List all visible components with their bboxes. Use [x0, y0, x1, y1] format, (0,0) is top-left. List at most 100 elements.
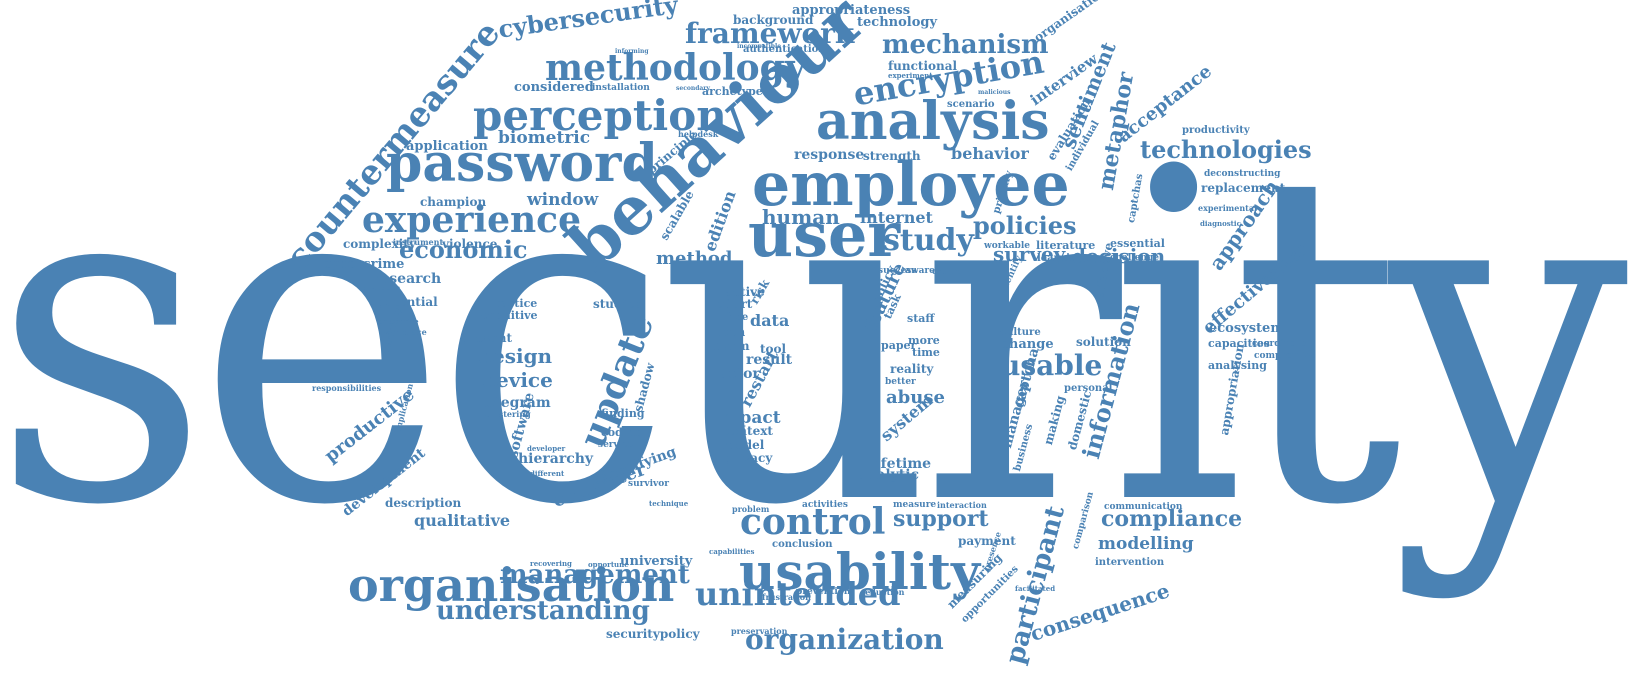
cloud-word: considered	[514, 80, 594, 95]
cloud-word: qualitative	[414, 511, 511, 530]
cloud-word: personal	[1064, 383, 1113, 394]
cloud-word: developer	[527, 444, 566, 453]
cloud-word: potential	[377, 295, 438, 309]
cloud-word: essential	[1110, 237, 1165, 250]
cloud-word: window	[527, 190, 599, 210]
cloud-word: analysing	[1208, 359, 1267, 372]
cloud-word: capacities	[1208, 337, 1270, 350]
cloud-word: present	[461, 331, 513, 345]
cloud-word: tool	[760, 342, 787, 356]
cloud-word: university	[620, 554, 693, 569]
cloud-word: change	[1001, 337, 1054, 352]
cloud-word: factor	[713, 366, 760, 382]
cloud-word: deconstructing	[1204, 169, 1281, 179]
cloud-word: studies	[593, 297, 642, 311]
cloud-word: compromise	[1254, 351, 1316, 361]
cloud-word: organisational	[1031, 0, 1120, 45]
cloud-word: reduction	[861, 587, 905, 597]
cloud-word: survivor	[628, 479, 669, 489]
cloud-word: secondary	[676, 85, 710, 92]
cloud-word: paper	[881, 339, 917, 352]
cloud-word: complexity	[343, 237, 416, 251]
cloud-word: organisation	[348, 558, 675, 612]
cloud-word: time	[912, 346, 940, 359]
cloud-word: more	[908, 334, 940, 347]
cloud-word: securitypolicy	[606, 627, 700, 641]
cloud-word: productivity	[1182, 125, 1250, 136]
cloud-word: human	[762, 205, 840, 229]
cloud-word: incompatible	[737, 43, 782, 50]
cloud-word: biometric	[498, 128, 591, 148]
cloud-word: workable	[984, 241, 1030, 251]
cloud-word: active	[725, 285, 765, 299]
cloud-word: facilitated	[1015, 584, 1056, 593]
cloud-word: cognitive	[481, 309, 538, 322]
cloud-word: lifetime	[870, 456, 932, 472]
cloud-word: methodology	[545, 47, 806, 89]
cloud-word: different	[530, 469, 565, 478]
cloud-word: framework	[685, 17, 855, 50]
cloud-word: clustering	[485, 409, 531, 419]
cloud-word: understanding	[436, 596, 650, 626]
cloud-word: conclusion	[772, 539, 833, 550]
cloud-word: intervention	[1095, 557, 1165, 568]
cloud-word: tech	[716, 325, 746, 339]
cloud-word: scenario	[947, 99, 995, 110]
cloud-word: practice	[487, 297, 538, 310]
cloud-word: violence	[442, 237, 498, 251]
cloud-word: study	[883, 223, 974, 258]
cloud-word: background	[733, 13, 814, 27]
cloud-word: recovering	[530, 559, 572, 568]
cloud-word: authentication	[743, 44, 826, 55]
cloud-word: context	[723, 424, 773, 438]
cloud-word: usable	[1000, 349, 1103, 382]
cloud-word: description	[385, 496, 462, 510]
cloud-word: analysis	[816, 91, 1050, 152]
cloud-word: technology	[857, 15, 938, 30]
cloud-word: employee	[752, 150, 1070, 220]
cloud-word: learning	[1037, 253, 1085, 264]
cloud-word: archetype	[702, 85, 763, 98]
cloud-word: abuse	[886, 387, 945, 408]
cloud-word: research	[373, 271, 442, 287]
cloud-word: reality	[890, 362, 934, 376]
cloud-word: coordinate	[1252, 339, 1307, 349]
cloud-word: literature	[1036, 239, 1096, 252]
cloud-word: adaptation	[364, 285, 401, 292]
cloud-word: preservation	[731, 626, 788, 636]
cloud-word: prevention	[796, 587, 851, 597]
cloud-word: helpdesk	[678, 129, 719, 139]
cloud-word: modelling	[1098, 534, 1194, 554]
cloud-word: harm	[714, 339, 750, 353]
cloud-word: interaction	[937, 500, 987, 510]
cloud-word: control	[740, 501, 886, 543]
cloud-word: unintended	[695, 575, 901, 613]
cloud-word: strength	[863, 149, 921, 163]
cloud-word: replacement	[1201, 181, 1286, 195]
cloud-word: telegram	[480, 395, 551, 411]
cloud-word: support	[893, 506, 989, 532]
cloud-word: behavior	[951, 144, 1029, 163]
cloud-word: capabilities	[709, 547, 755, 556]
cloud-word: solution	[1076, 335, 1131, 349]
cloud-word: experimental	[1198, 203, 1258, 213]
cloud-word: effort	[715, 297, 753, 311]
cloud-word: workplace	[381, 327, 427, 337]
cloud-word: measure	[893, 500, 937, 510]
cloud-word: privacy	[724, 451, 773, 465]
cloud-word: hierarchy	[518, 451, 594, 467]
cloud-word: cybercrime	[323, 257, 405, 272]
cloud-word: installation	[592, 83, 650, 93]
cloud-word: impact	[715, 408, 781, 428]
cloud-word: mechanism	[882, 30, 1049, 60]
cloud-word: appropriateness	[792, 3, 911, 18]
cloud-word: perception	[473, 91, 727, 140]
cloud-word: diagnostic	[1200, 219, 1241, 228]
cloud-word: technique	[649, 499, 689, 508]
cloud-word: survey	[993, 242, 1066, 266]
cloud-word: ecosystem	[1209, 321, 1285, 336]
cloud-word: usability	[739, 542, 980, 601]
cloud-word: success	[878, 266, 917, 276]
cloud-word: communication	[1104, 502, 1183, 512]
